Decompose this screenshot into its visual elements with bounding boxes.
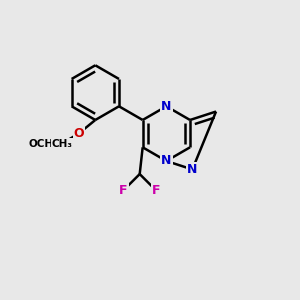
Text: N: N xyxy=(161,154,172,167)
Text: CH₃: CH₃ xyxy=(51,139,72,149)
Text: O: O xyxy=(74,127,84,140)
Text: OCH₃: OCH₃ xyxy=(29,139,59,149)
Text: N: N xyxy=(161,100,172,113)
Text: N: N xyxy=(187,163,197,176)
Text: O: O xyxy=(74,127,84,140)
Text: F: F xyxy=(119,184,128,197)
Text: F: F xyxy=(152,184,160,197)
